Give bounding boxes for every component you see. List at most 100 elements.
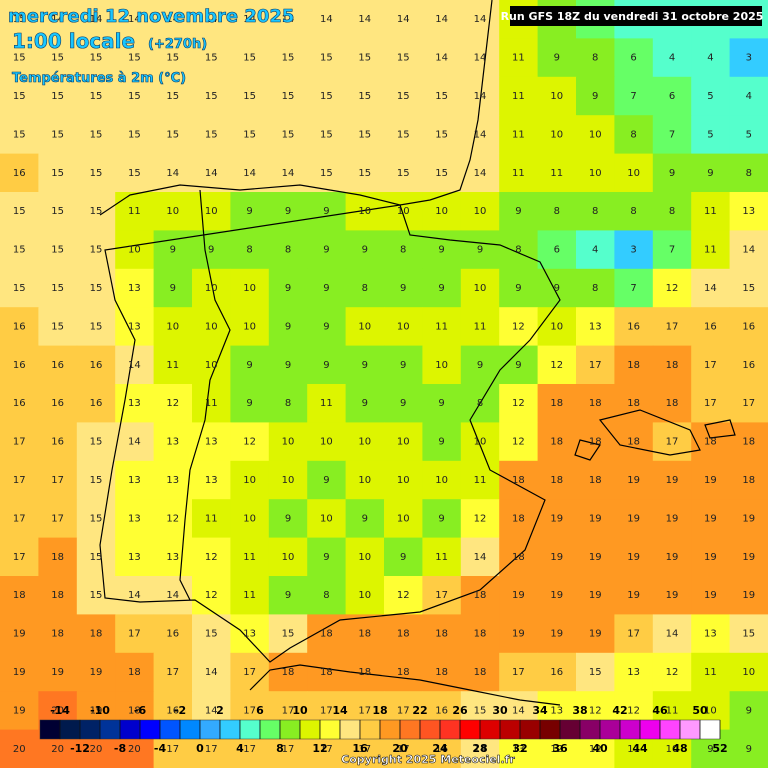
temp-cell	[0, 460, 39, 500]
temp-cell	[307, 537, 347, 577]
temp-value: 8	[285, 398, 291, 409]
temp-value: 9	[285, 283, 291, 294]
temp-cell	[460, 576, 500, 615]
temp-value: 17	[13, 552, 26, 563]
temp-value: 9	[477, 245, 483, 256]
temp-value: 15	[13, 245, 26, 256]
temp-value: 15	[51, 245, 64, 256]
temp-cell	[268, 614, 308, 654]
temp-cell	[460, 0, 500, 39]
legend-label: -2	[174, 704, 186, 717]
temp-cell	[576, 537, 615, 577]
temp-value: 15	[205, 629, 218, 640]
legend-label: -10	[90, 704, 110, 717]
temp-value: 10	[243, 513, 256, 524]
temp-value: 16	[13, 398, 26, 409]
temp-cell	[115, 230, 155, 270]
temp-cell	[76, 576, 116, 615]
temp-cell	[230, 345, 270, 385]
temp-cell	[230, 614, 270, 654]
temp-cell	[729, 576, 768, 615]
temp-cell	[652, 230, 692, 270]
temp-value: 9	[323, 283, 329, 294]
temp-cell	[345, 460, 385, 500]
legend-swatch	[199, 719, 221, 740]
temp-cell	[460, 499, 500, 539]
temp-cell	[153, 345, 193, 385]
temp-value: 14	[512, 705, 525, 716]
temp-cell	[0, 614, 39, 654]
temp-cell	[115, 153, 155, 193]
temp-cell	[384, 307, 423, 347]
temp-value: 14	[282, 168, 295, 179]
temp-value: 9	[285, 360, 291, 371]
temp-value: 20	[90, 744, 103, 755]
temp-value: 8	[515, 245, 521, 256]
temp-value: 6	[554, 245, 560, 256]
temp-cell	[384, 76, 423, 116]
temp-cell	[460, 422, 500, 462]
temp-cell	[576, 422, 615, 462]
temp-value: 8	[669, 206, 675, 217]
temp-value: 8	[285, 245, 291, 256]
temp-value: 19	[627, 475, 640, 486]
temp-value: 12	[512, 398, 525, 409]
temp-cell	[499, 38, 539, 78]
temp-value: 14	[474, 129, 487, 140]
temp-cell	[0, 652, 39, 692]
temp-cell	[38, 460, 78, 500]
temp-value: 19	[666, 590, 679, 601]
temp-value: 9	[246, 398, 252, 409]
legend-swatch	[119, 719, 141, 740]
temp-cell	[652, 460, 692, 500]
temp-value: 3	[746, 53, 752, 64]
temp-cell	[614, 499, 654, 539]
temp-value: 19	[13, 629, 26, 640]
temp-cell	[537, 537, 577, 577]
temp-cell	[38, 537, 78, 577]
temp-value: 12	[589, 705, 602, 716]
temp-cell	[499, 652, 539, 692]
temp-cell	[691, 576, 731, 615]
temp-cell	[76, 345, 116, 385]
temp-cell	[614, 576, 654, 615]
temp-value: 9	[438, 245, 444, 256]
temp-cell	[115, 0, 155, 39]
temp-cell	[153, 384, 193, 423]
temp-value: 16	[13, 360, 26, 371]
temp-value: 10	[128, 245, 141, 256]
temp-cell	[192, 230, 231, 270]
temp-value: 15	[90, 245, 103, 256]
temp-cell	[307, 115, 347, 155]
temp-cell	[192, 192, 231, 231]
temp-value: 13	[589, 321, 602, 332]
temp-value: 19	[742, 590, 755, 601]
temp-cell	[153, 614, 193, 654]
temp-cell	[38, 307, 78, 347]
temp-cell	[422, 115, 462, 155]
temp-value: 17	[13, 475, 26, 486]
temp-cell	[422, 192, 462, 231]
temp-value: 8	[630, 206, 636, 217]
temp-value: 15	[282, 629, 295, 640]
temp-cell	[384, 0, 423, 39]
temp-cell	[76, 307, 116, 347]
temp-value: 15	[128, 168, 141, 179]
temp-cell	[38, 345, 78, 385]
temp-value: 15	[282, 129, 295, 140]
temp-value: 9	[438, 513, 444, 524]
temp-cell	[307, 76, 347, 116]
temp-cell	[38, 38, 78, 78]
temp-value: 10	[205, 360, 218, 371]
temp-cell	[0, 115, 39, 155]
temp-cell	[537, 153, 577, 193]
temp-cell	[192, 0, 231, 39]
temp-cell	[76, 38, 116, 78]
temp-value: 7	[630, 283, 636, 294]
temp-value: 15	[13, 91, 26, 102]
temp-value: 8	[246, 245, 252, 256]
legend-swatch	[679, 719, 701, 740]
temp-cell	[537, 422, 577, 462]
temp-cell	[537, 268, 577, 308]
temp-cell	[614, 537, 654, 577]
